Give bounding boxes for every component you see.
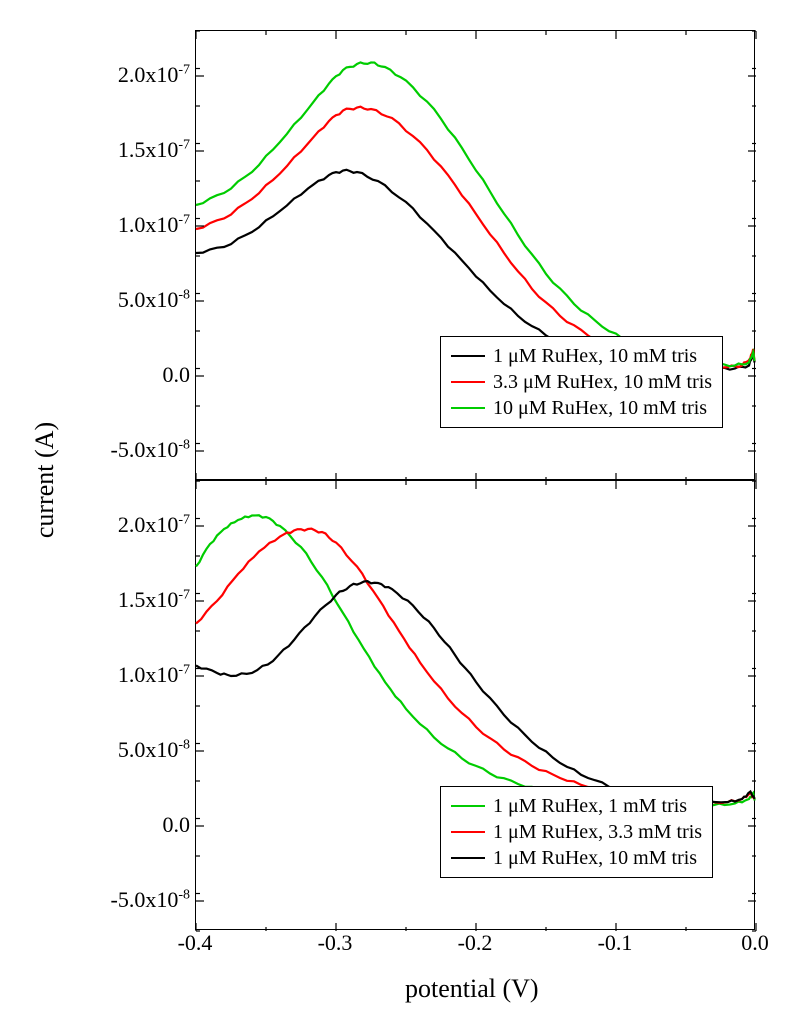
- series-curve: [196, 107, 755, 368]
- y-tick-label: 5.0x10-8: [90, 737, 190, 763]
- y-tick-label: 2.0x10-7: [90, 62, 190, 88]
- y-tick-label: 1.5x10-7: [90, 137, 190, 163]
- series-curve: [196, 581, 755, 802]
- x-tick-label: -0.2: [458, 930, 493, 956]
- legend-label: 1 μM RuHex, 1 mM tris: [493, 795, 687, 818]
- legend-label: 1 μM RuHex, 10 mM tris: [493, 847, 697, 870]
- legend-label: 10 μM RuHex, 10 mM tris: [493, 397, 707, 420]
- y-tick-label: -5.0x10-8: [90, 437, 190, 463]
- legend-swatch: [451, 857, 485, 859]
- legend: 1 μM RuHex, 1 mM tris 1 μM RuHex, 3.3 mM …: [440, 786, 713, 878]
- figure-root: -5.0x10-8 0.0 5.0x10-8 1.0x10-7 1.5x10-7 2.0x…: [0, 0, 800, 1027]
- x-tick-label: -0.4: [178, 930, 213, 956]
- legend-item: 10 μM RuHex, 10 mM tris: [451, 395, 712, 421]
- y-tick-label: 1.0x10-7: [90, 212, 190, 238]
- y-axis-title: current (A): [30, 422, 60, 538]
- x-tick-label: 0.0: [741, 930, 769, 956]
- legend-label: 1 μM RuHex, 3.3 mM tris: [493, 821, 702, 844]
- legend-swatch: [451, 831, 485, 833]
- y-tick-label: 0.0: [90, 362, 190, 388]
- series-curve: [196, 515, 755, 806]
- legend-swatch: [451, 381, 485, 383]
- y-tick-label: 1.5x10-7: [90, 587, 190, 613]
- legend-label: 3.3 μM RuHex, 10 mM tris: [493, 371, 712, 394]
- legend-item: 1 μM RuHex, 10 mM tris: [451, 343, 712, 369]
- series-curve: [196, 529, 755, 803]
- legend-item: 1 μM RuHex, 1 mM tris: [451, 793, 702, 819]
- y-tick-label: 1.0x10-7: [90, 662, 190, 688]
- legend-swatch: [451, 355, 485, 357]
- legend-item: 3.3 μM RuHex, 10 mM tris: [451, 369, 712, 395]
- y-tick-label: 5.0x10-8: [90, 287, 190, 313]
- x-axis-title: potential (V): [405, 974, 539, 1004]
- legend-item: 1 μM RuHex, 10 mM tris: [451, 845, 702, 871]
- legend-item: 1 μM RuHex, 3.3 mM tris: [451, 819, 702, 845]
- legend-swatch: [451, 407, 485, 409]
- legend-label: 1 μM RuHex, 10 mM tris: [493, 345, 697, 368]
- y-tick-label: -5.0x10-8: [90, 887, 190, 913]
- y-tick-label: 2.0x10-7: [90, 512, 190, 538]
- legend: 1 μM RuHex, 10 mM tris 3.3 μM RuHex, 10 m…: [440, 336, 723, 428]
- legend-swatch: [451, 805, 485, 807]
- y-tick-label: 0.0: [90, 812, 190, 838]
- x-tick-label: -0.1: [598, 930, 633, 956]
- x-tick-label: -0.3: [318, 930, 353, 956]
